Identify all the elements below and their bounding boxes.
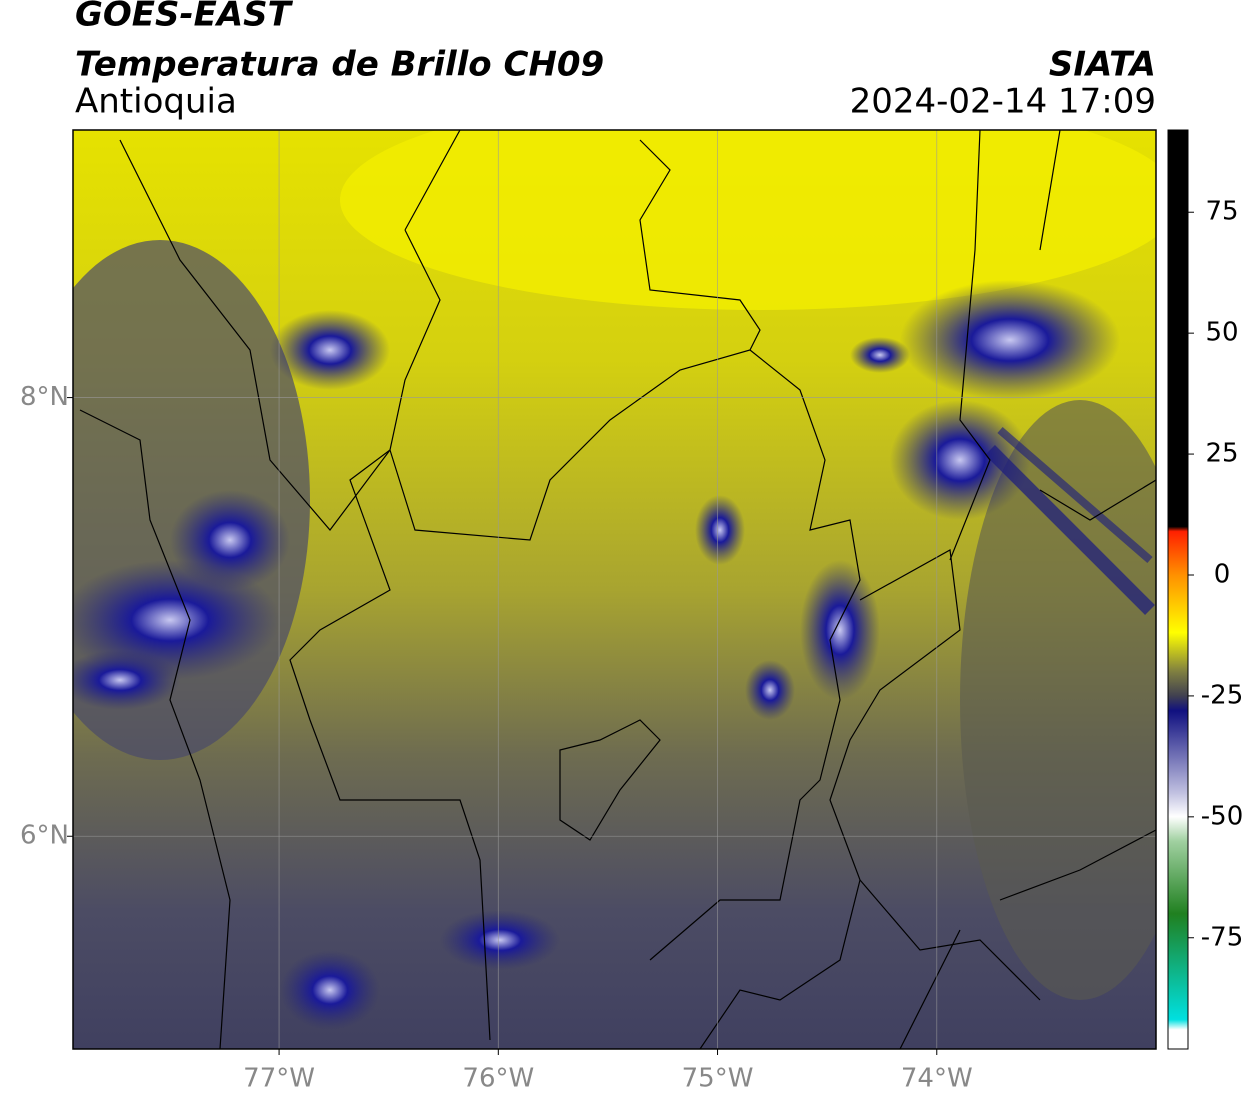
grid [73,130,1156,1049]
x-tick-label: 75°W [682,1064,754,1094]
x-tick-label: 76°W [462,1064,534,1094]
x-tick-label: 77°W [243,1064,315,1094]
y-tick-label: 6°N [20,821,69,851]
datetime: 2024-02-14 17:09 [850,82,1156,122]
colorbar-tick-label: -25 [1201,680,1243,710]
colorbar-tick-label: -75 [1201,922,1243,952]
colorbar [1167,129,1189,1050]
colorbar-tick-label: 0 [1214,559,1231,589]
satellite: GOES-EAST [75,0,294,35]
region: Antioquia [75,82,237,122]
colorbar-tick-label: 25 [1205,439,1238,469]
map-frame [72,129,1157,1050]
map-imagery [73,130,1156,1049]
x-tick-label: 74°W [901,1064,973,1094]
colorbar-tick-label: 75 [1205,197,1238,227]
colorbar-tick-label: -50 [1201,801,1243,831]
product: Temperatura de Brillo CH09 [75,45,604,85]
y-tick-label: 8°N [20,382,69,412]
colorbar-tick-label: 50 [1205,318,1238,348]
source: SIATA [1049,45,1156,85]
